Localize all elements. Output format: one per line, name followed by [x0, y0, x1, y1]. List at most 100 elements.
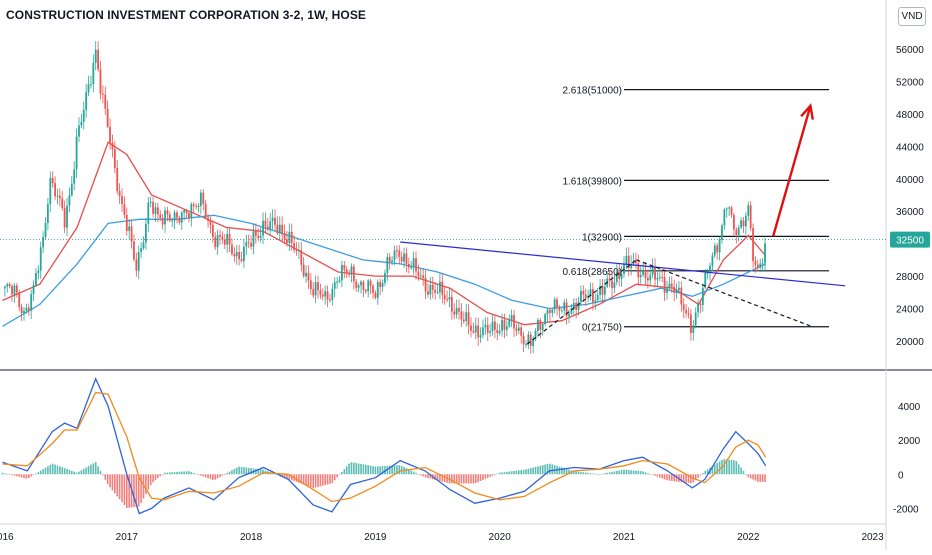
macd-histogram-bar: [400, 465, 403, 475]
macd-histogram-bar: [362, 464, 365, 475]
macd-histogram-bar: [204, 474, 207, 478]
macd-histogram-bar: [477, 474, 479, 483]
candle-body: [419, 275, 422, 277]
macd-histogram-bar: [20, 474, 23, 478]
candle-body: [216, 235, 219, 248]
macd-histogram-bar: [642, 471, 644, 475]
macd-histogram-bar: [419, 474, 422, 476]
candle-body: [620, 273, 623, 279]
macd-histogram-bar: [61, 467, 64, 475]
candle-body: [8, 284, 11, 287]
macd-histogram-bar: [618, 470, 620, 475]
candle-body: [15, 285, 18, 293]
macd-histogram-bar: [345, 466, 348, 475]
candle-body: [501, 319, 503, 331]
candle-body: [92, 62, 95, 85]
macd-histogram-bar: [455, 474, 458, 484]
candle-body: [123, 203, 126, 215]
macd-histogram-bar: [197, 474, 200, 475]
candle-body: [589, 289, 592, 297]
candle-body: [675, 290, 678, 293]
candle-body: [331, 288, 334, 301]
candle-body: [661, 277, 664, 279]
macd-histogram-bar: [740, 467, 742, 475]
candle-body: [374, 292, 377, 298]
macd-histogram-bar: [281, 474, 283, 477]
candle-body: [338, 280, 341, 282]
candle-body: [166, 210, 169, 215]
candle-body: [410, 267, 413, 269]
macd-histogram-bar: [470, 474, 472, 484]
candle-body: [482, 327, 484, 336]
macd-histogram-bar: [350, 462, 353, 475]
macd-histogram-bar: [47, 466, 49, 475]
candle-body: [651, 266, 654, 275]
macd-histogram-bar: [745, 474, 747, 475]
macd-histogram-bar: [417, 474, 420, 475]
candle-body: [513, 314, 515, 329]
macd-histogram-bar: [298, 474, 300, 483]
macd-histogram-bar: [355, 463, 358, 475]
macd-histogram-bar: [733, 460, 735, 475]
macd-histogram-bar: [80, 470, 83, 475]
macd-histogram-bar: [587, 472, 589, 475]
macd-histogram-bar: [16, 474, 18, 477]
macd-histogram-bar: [102, 474, 104, 476]
candle-body: [582, 290, 585, 295]
macd-histogram-bar: [331, 474, 334, 483]
candle-body: [537, 319, 539, 331]
macd-histogram-bar: [333, 474, 336, 481]
candle-body: [235, 251, 238, 257]
candle-body: [412, 258, 415, 268]
macd-histogram-bar: [381, 466, 384, 475]
macd-histogram-bar: [594, 473, 597, 475]
macd-histogram-bar: [171, 472, 174, 475]
macd-histogram-bar: [572, 471, 575, 475]
macd-histogram-bar: [463, 474, 465, 484]
candle-body: [532, 339, 535, 346]
candle-body: [219, 235, 221, 237]
candle-body: [159, 214, 162, 219]
macd-histogram-bar: [114, 474, 116, 494]
candle-body: [104, 94, 107, 109]
candle-body: [761, 263, 764, 265]
macd-histogram-bar: [25, 474, 28, 479]
macd-histogram-bar: [388, 465, 391, 475]
macd-histogram-bar: [85, 467, 87, 475]
macd-histogram-bar: [243, 467, 245, 475]
candle-body: [744, 215, 747, 227]
macd-histogram-bar: [752, 474, 754, 480]
candle-body: [142, 242, 145, 249]
candle-body: [364, 289, 367, 292]
candle-body: [546, 309, 549, 315]
macd-histogram-bar: [517, 470, 520, 475]
macd-histogram-bar: [608, 472, 611, 475]
macd-histogram-bar: [68, 469, 71, 475]
candle-body: [192, 204, 195, 206]
macd-histogram-bar: [441, 474, 444, 482]
candle-body: [541, 324, 544, 330]
candle-body: [3, 286, 6, 289]
candle-body: [82, 109, 85, 122]
macd-histogram-bar: [513, 470, 515, 475]
macd-histogram-bar: [563, 468, 566, 475]
candle-body: [529, 334, 532, 346]
candle-body: [178, 217, 181, 223]
macd-histogram-bar: [663, 474, 666, 480]
candle-body: [288, 231, 291, 244]
candle-body: [168, 214, 171, 221]
macd-histogram-bar: [687, 474, 690, 484]
candle-body: [61, 198, 64, 209]
currency-button[interactable]: VND: [898, 7, 926, 26]
macd-histogram-bar: [343, 469, 346, 475]
macd-histogram-bar: [310, 474, 312, 488]
candle-body: [352, 266, 355, 282]
candle-body: [594, 300, 597, 303]
candle-body: [317, 282, 319, 291]
macd-series-line: [2, 377, 767, 515]
macd-histogram-bar: [312, 474, 315, 489]
candle-body: [393, 250, 396, 261]
macd-histogram-bar: [754, 474, 757, 481]
